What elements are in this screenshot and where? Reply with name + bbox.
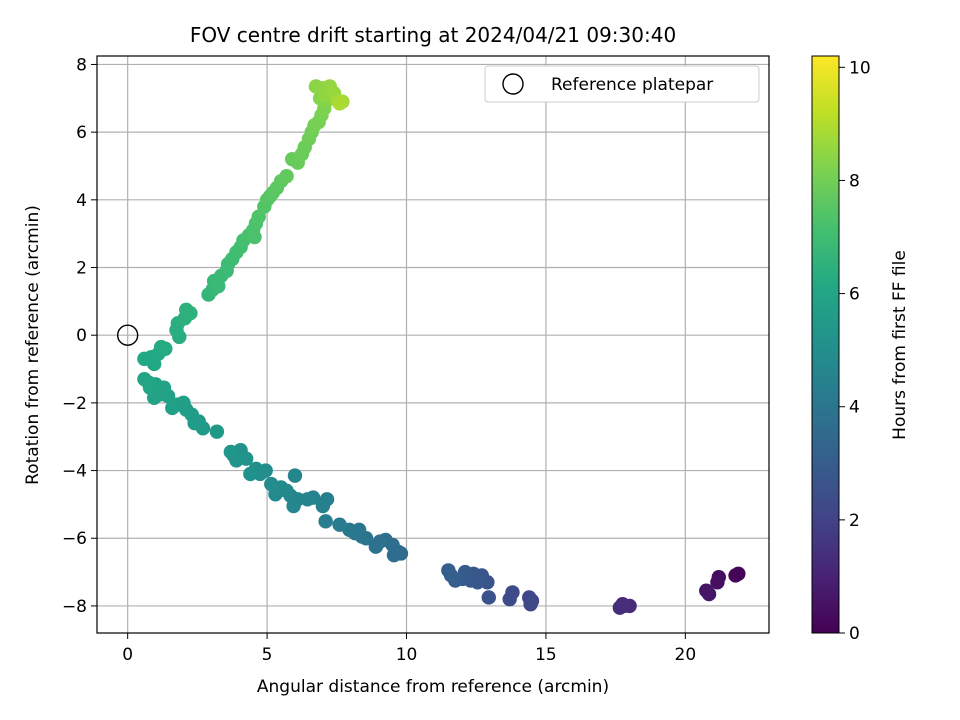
- data-point: [158, 341, 173, 356]
- x-tick-label: 15: [535, 645, 557, 665]
- x-tick-label: 5: [262, 645, 273, 665]
- data-point: [279, 168, 294, 184]
- legend-reference-marker-icon: [502, 73, 524, 95]
- data-point: [141, 375, 156, 390]
- data-point: [247, 229, 262, 245]
- y-tick-label: 8: [76, 55, 87, 75]
- data-point: [460, 569, 476, 585]
- data-point: [165, 400, 180, 416]
- colorbar-tick-label: 8: [849, 171, 860, 191]
- data-point: [368, 539, 384, 554]
- colorbar-tick-label: 6: [849, 285, 860, 305]
- y-axis-ticks: −8 −6 −4 −2 0 2 4 6 8: [62, 55, 97, 617]
- colorbar-gradient: [811, 55, 840, 634]
- y-tick-label: 6: [76, 123, 87, 143]
- data-point: [502, 591, 517, 607]
- colorbar-ticks: 0 2 4 6 8 10: [839, 58, 871, 644]
- chart-title: FOV centre drift starting at 2024/04/21 …: [190, 23, 676, 47]
- y-tick-label: −6: [62, 529, 87, 549]
- data-point: [318, 514, 333, 529]
- colorbar-label: Hours from first FF file: [890, 250, 910, 440]
- data-point: [481, 590, 496, 605]
- data-point: [243, 466, 258, 482]
- y-tick-label: −8: [62, 597, 87, 617]
- legend-box: [484, 65, 760, 103]
- data-point: [209, 424, 225, 439]
- data-point: [264, 476, 279, 492]
- data-point: [710, 575, 725, 590]
- x-tick-label: 10: [396, 645, 418, 665]
- data-point: [183, 305, 198, 321]
- data-point: [441, 563, 456, 578]
- data-points: [137, 79, 746, 615]
- x-tick-label: 0: [122, 645, 133, 665]
- x-axis-label: Angular distance from reference (arcmin): [257, 677, 609, 697]
- colorbar-tick-label: 10: [849, 58, 871, 78]
- data-point: [616, 598, 632, 614]
- x-tick-label: 20: [675, 645, 697, 665]
- data-point: [523, 597, 538, 612]
- y-tick-label: 0: [76, 326, 87, 346]
- y-tick-label: −4: [62, 462, 87, 482]
- colorbar-tick-label: 0: [849, 624, 860, 644]
- x-axis-ticks: 0 5 10 15 20: [122, 633, 696, 665]
- y-tick-label: −2: [62, 394, 87, 414]
- grid-lines: [97, 56, 769, 633]
- data-point: [315, 498, 331, 514]
- data-point: [229, 453, 244, 468]
- data-point: [287, 468, 303, 483]
- y-tick-label: 2: [76, 259, 87, 279]
- legend: Reference platepar: [484, 65, 760, 103]
- data-point: [332, 517, 347, 532]
- colorbar: 0 2 4 6 8 10 Hours from first FF file: [811, 55, 910, 644]
- y-axis-label: Rotation from reference (arcmin): [23, 205, 43, 485]
- data-point: [701, 586, 717, 602]
- data-point: [332, 96, 347, 111]
- plot-area-frame: [96, 55, 770, 634]
- reference-platepar-marker: [116, 324, 139, 346]
- reference-marker-group: [116, 324, 139, 346]
- colorbar-tick-label: 4: [849, 398, 860, 418]
- legend-entry-reference-platepar: Reference platepar: [551, 75, 713, 95]
- colorbar-tick-label: 2: [849, 511, 860, 531]
- y-tick-label: 4: [76, 191, 87, 211]
- data-point: [728, 568, 743, 583]
